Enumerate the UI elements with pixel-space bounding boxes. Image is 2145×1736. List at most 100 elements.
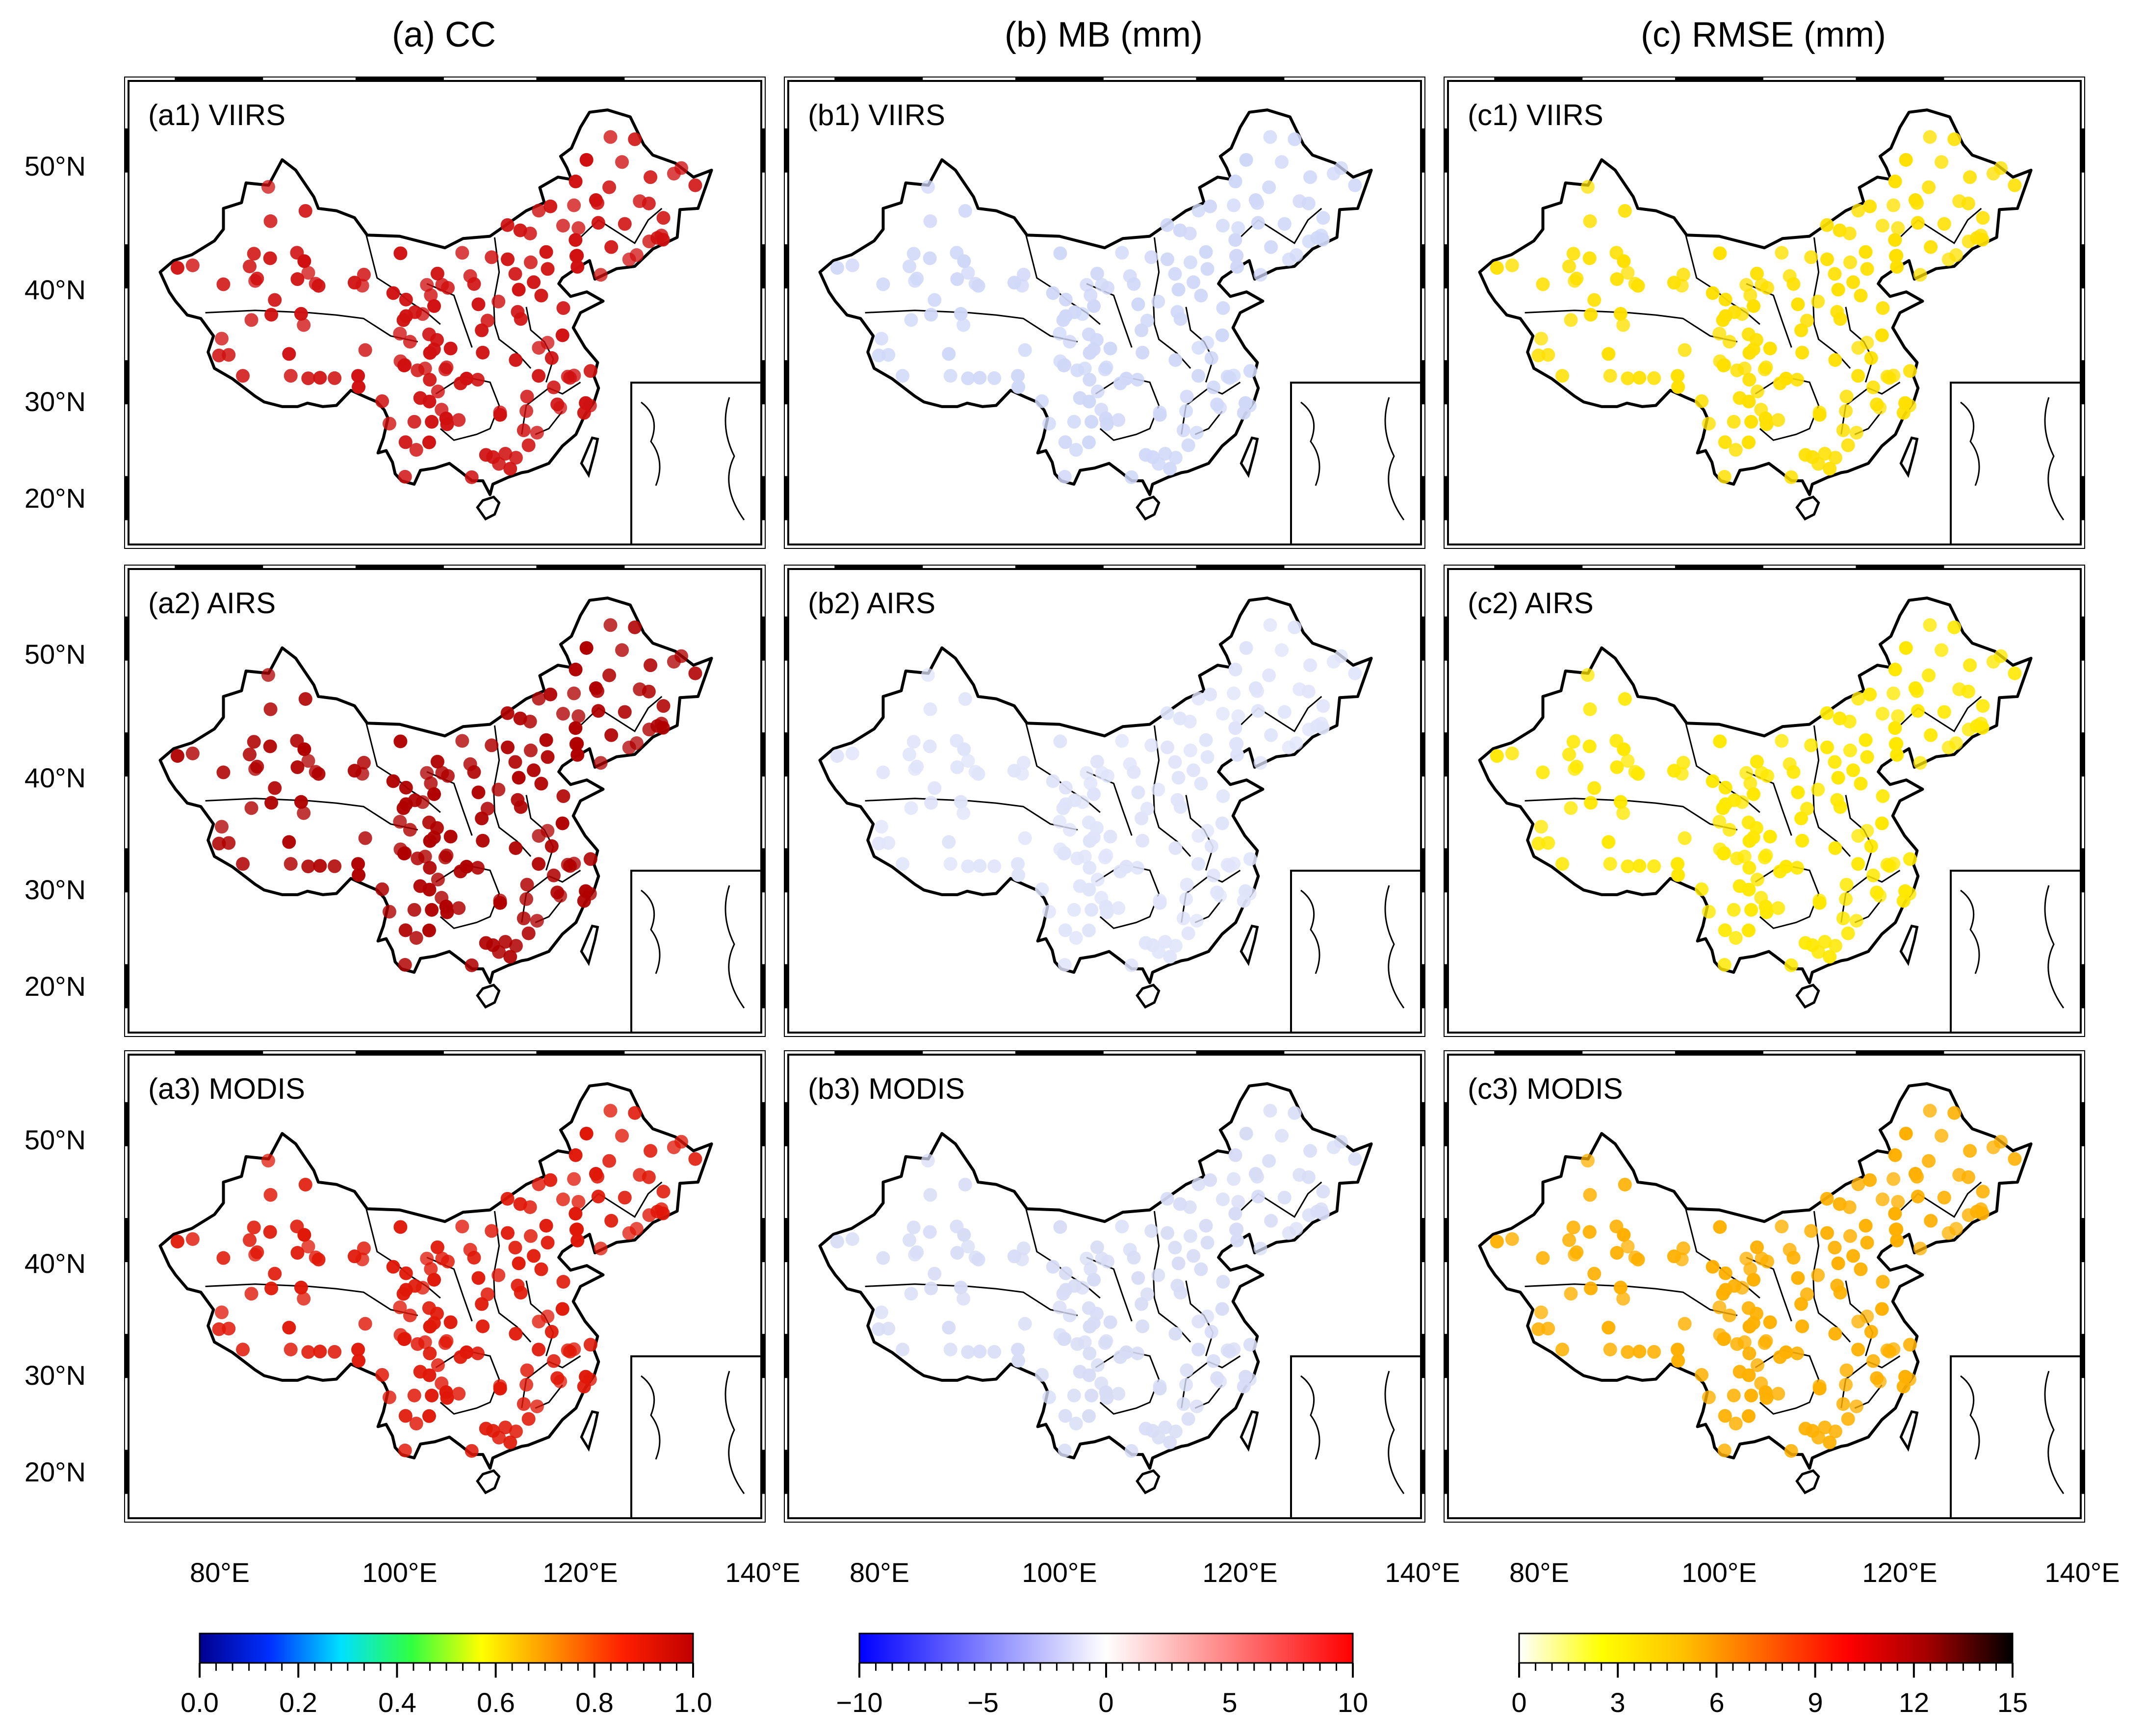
station-point [618,705,632,719]
station-point [1090,266,1104,281]
station-point [498,1420,513,1434]
station-point [1151,1268,1165,1282]
station-point [921,180,935,194]
station-point [1264,728,1278,742]
map-panel: (c2) AIRS [1444,565,2085,1037]
station-point [298,692,312,706]
station-point [1288,1106,1302,1120]
station-point [1587,1267,1602,1281]
station-point [1111,901,1126,915]
station-point [1828,939,1842,953]
station-point [1084,288,1098,302]
station-point [1204,351,1218,365]
station-point [1584,308,1598,322]
colorbar-rmse-tick-4: 12 [1899,1687,1929,1718]
station-point [386,286,400,300]
frame-tick [784,1450,788,1494]
station-point [1603,1343,1617,1357]
station-point [1200,750,1215,764]
station-point [1924,240,1938,254]
station-point [352,380,366,394]
station-point [1712,1300,1727,1315]
station-point [950,760,964,775]
station-point [398,435,413,449]
station-point [1632,859,1647,873]
station-point [1095,766,1109,780]
station-point [1555,1343,1570,1357]
station-point [357,755,371,770]
station-point [1890,748,1904,762]
colorbar-labels-rmse: 0 3 6 9 12 15 [1511,1687,2028,1718]
column-title-mb: (b) MB (mm) [1005,15,1203,54]
frame-tick [761,1450,765,1494]
station-point [1082,1409,1096,1423]
station-point [503,950,517,964]
station-point [1924,728,1938,742]
station-point [1922,1154,1936,1168]
station-point [1194,777,1208,791]
station-point [881,1321,896,1336]
station-point [1883,1345,1897,1359]
station-point [1851,1315,1865,1329]
station-point [1016,267,1031,282]
station-point [301,859,315,874]
station-point [403,823,417,837]
station-point [1248,681,1263,695]
station-point [1264,240,1278,254]
station-point [1035,1368,1049,1382]
station-point [532,204,546,218]
station-point [688,1152,702,1166]
station-point [424,288,438,302]
station-point [1713,1328,1727,1342]
station-point [950,1246,964,1260]
frame-tick [1421,1102,1425,1146]
station-point [1795,345,1809,360]
station-point [1200,262,1215,276]
station-point [1140,1287,1154,1301]
station-point [435,891,449,905]
station-point [470,373,485,387]
station-point [1613,795,1628,809]
station-point [1153,893,1167,907]
station-point [874,1305,888,1320]
station-point [642,1170,656,1184]
south-china-sea-inset [1950,870,2082,1034]
station-point [216,765,231,779]
station-point [1647,859,1661,873]
station-point [928,1267,942,1281]
station-point [422,327,436,341]
station-point [517,911,531,926]
station-point [1860,262,1874,276]
station-point [1534,820,1548,834]
station-point [1168,755,1182,769]
station-point [517,1397,531,1411]
station-point [1231,1194,1245,1209]
panel-label: (c3) MODIS [1468,1072,1623,1105]
station-point [555,816,569,830]
station-point [541,750,555,764]
station-point [1080,278,1094,292]
station-point [642,684,656,699]
frame-tick [1421,732,1425,777]
station-point [282,1321,296,1335]
station-point [1094,403,1109,417]
station-point [523,1229,538,1243]
station-point [1115,734,1129,748]
station-point [471,297,486,311]
station-point [902,259,916,274]
station-point [1199,1218,1213,1233]
station-point [503,462,517,476]
station-point [263,702,278,716]
station-point [906,247,921,261]
station-point [1628,1250,1642,1265]
station-point [1839,878,1854,892]
station-point [1056,313,1070,327]
station-point [1316,699,1330,713]
colorbar [199,1632,694,1664]
station-point [508,1241,522,1255]
frame-tick [784,360,788,405]
station-point [1215,707,1230,721]
station-point [465,470,479,484]
station-point [1263,130,1277,144]
station-point [1671,1353,1685,1368]
